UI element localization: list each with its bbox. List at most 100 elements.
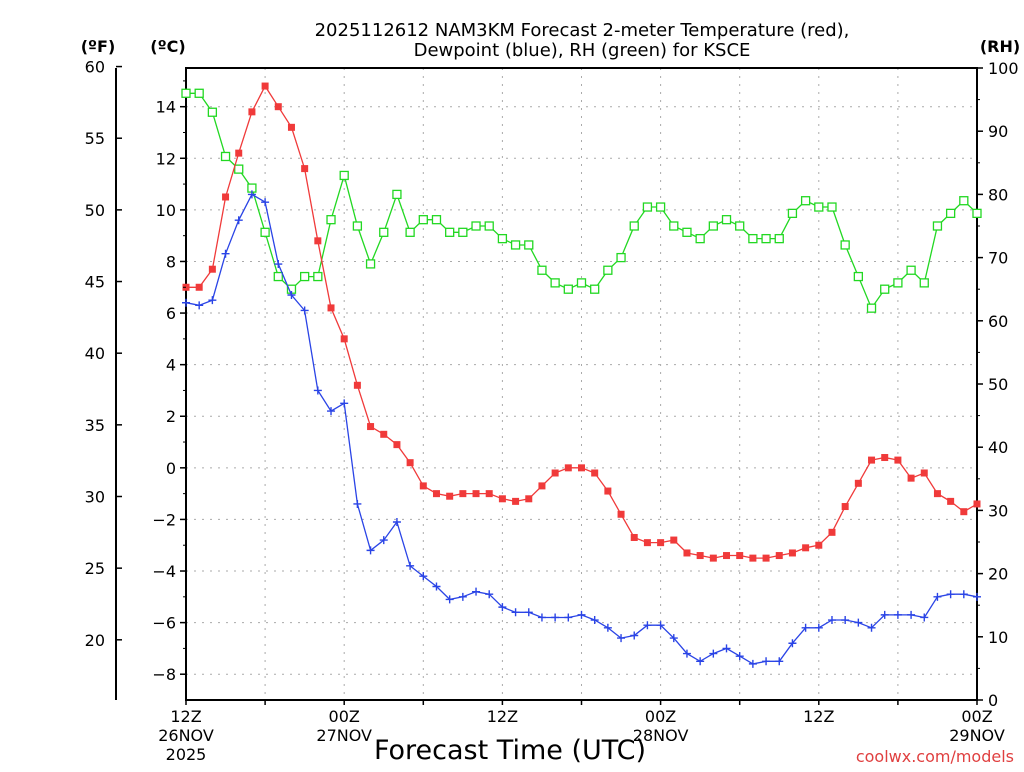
temperature-point — [432, 490, 440, 498]
dewpoint-point — [208, 296, 217, 305]
temperature-point — [775, 552, 783, 560]
dewpoint-point — [775, 657, 784, 666]
dewpoint-point — [854, 618, 863, 627]
dewpoint-point — [827, 616, 836, 625]
dewpoint-point — [379, 536, 388, 545]
rh-point — [669, 221, 679, 231]
watermark: coolwx.com/models — [856, 747, 1014, 766]
rh-point — [537, 265, 547, 275]
rh-point — [616, 252, 626, 263]
dewpoint-point — [814, 623, 823, 632]
celsius-tick-label: 10 — [156, 201, 176, 220]
rh-point — [392, 189, 402, 200]
dewpoint-point — [669, 634, 678, 643]
dewpoint-point — [537, 613, 546, 622]
rh-point — [445, 227, 455, 237]
celsius-tick-label: −6 — [152, 614, 176, 633]
fahrenheit-tick-label: 20 — [85, 631, 105, 650]
dewpoint-point — [867, 623, 876, 632]
celsius-tick-label: −4 — [152, 562, 176, 581]
celsius-tick-label: 8 — [166, 252, 176, 271]
temperature-point — [208, 265, 216, 273]
dewpoint-point — [801, 623, 810, 632]
rh-point — [418, 215, 428, 225]
dewpoint-point — [973, 592, 981, 601]
fahrenheit-tick-label: 40 — [85, 344, 105, 363]
temperature-point — [287, 123, 295, 131]
axes-layer: 14121086420−2−4−6−8605550454035302520100… — [85, 58, 1019, 764]
rh-point — [735, 221, 745, 231]
rh-point — [234, 164, 244, 174]
temperature-point — [802, 544, 810, 552]
rh-point — [379, 227, 389, 237]
temperature-point — [446, 492, 454, 500]
rh-point — [840, 240, 850, 250]
rh-point — [339, 170, 349, 181]
rh-unit-label: (RH) — [980, 37, 1020, 56]
rh-point — [642, 202, 653, 212]
rh-point — [800, 196, 811, 206]
temperature-point — [591, 469, 599, 477]
rh-tick-label: 60 — [988, 312, 1008, 331]
dewpoint-point — [946, 590, 955, 599]
dewpoint-point — [933, 592, 942, 601]
rh-point — [827, 202, 837, 212]
rh-point — [471, 221, 481, 231]
dewpoint-point — [709, 649, 718, 658]
x-tick-label: 00Z — [329, 707, 360, 726]
rh-point — [695, 233, 705, 244]
celsius-unit-label: (ºC) — [150, 37, 185, 56]
rh-tick-label: 90 — [988, 122, 1008, 141]
temperature-point — [643, 539, 651, 547]
temperature-point — [274, 103, 282, 111]
x-tick-date: 28NOV — [633, 726, 689, 745]
dewpoint-point — [234, 216, 243, 225]
series-filled-square — [182, 82, 981, 562]
rh-tick-label: 20 — [988, 565, 1008, 584]
series-plus — [182, 190, 981, 668]
rh-point — [326, 215, 336, 225]
dewpoint-point — [327, 407, 336, 416]
x-axis-title: Forecast Time (UTC) — [374, 735, 646, 766]
dewpoint-point — [472, 587, 481, 596]
dewpoint-point — [603, 623, 612, 632]
rh-point — [194, 88, 204, 98]
fahrenheit-tick-label: 60 — [85, 58, 105, 77]
dewpoint-point — [300, 306, 309, 315]
rh-point — [655, 202, 666, 212]
chart-title-line-1: 2025112612 NAM3KM Forecast 2-meter Tempe… — [315, 20, 850, 41]
rh-point — [365, 259, 376, 269]
rh-point — [721, 215, 732, 225]
temperature-point — [485, 490, 493, 498]
celsius-tick-label: 4 — [166, 356, 176, 375]
dewpoint-point — [419, 572, 428, 581]
celsius-tick-label: −8 — [152, 665, 176, 684]
fahrenheit-tick-label: 30 — [85, 487, 105, 506]
rh-point — [932, 221, 943, 231]
temperature-point — [788, 549, 796, 557]
rh-point — [682, 227, 692, 237]
rh-tick-label: 10 — [988, 628, 1008, 647]
dewpoint-point — [564, 613, 573, 622]
temperature-point — [973, 500, 981, 508]
temperature-point — [907, 474, 915, 482]
temperature-point — [723, 552, 731, 560]
celsius-tick-label: −2 — [152, 510, 176, 529]
temperature-point — [604, 487, 612, 495]
celsius-tick-label: 2 — [166, 407, 176, 426]
temperature-point — [195, 283, 203, 291]
temperature-point — [261, 82, 269, 90]
rh-point — [524, 240, 534, 250]
temperature-point — [327, 304, 335, 312]
dewpoint-point — [485, 590, 494, 599]
rh-point — [708, 221, 718, 231]
fahrenheit-unit-label: (ºF) — [81, 37, 116, 56]
rh-tick-label: 40 — [988, 438, 1008, 457]
dewpoint-point — [432, 582, 441, 591]
rh-point — [919, 278, 929, 288]
series-open-square — [181, 88, 982, 313]
rh-point — [220, 151, 231, 162]
celsius-tick-label: 14 — [156, 98, 176, 117]
chart-title-line-2: Dewpoint (blue), RH (green) for KSCE — [414, 40, 751, 61]
